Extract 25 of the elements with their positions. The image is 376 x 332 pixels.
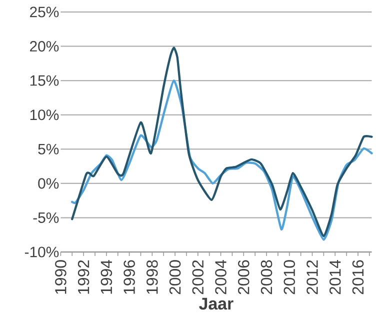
x-tick-label: 1990 <box>55 260 66 294</box>
y-tick-label: 15% <box>30 75 59 86</box>
x-tick-label: 2000 <box>169 260 181 294</box>
x-tick-label: 2014 <box>329 260 341 294</box>
x-tick-label: 2010 <box>284 260 296 294</box>
y-tick-label: 25% <box>30 6 59 18</box>
y-tick-label: -5% <box>33 212 59 223</box>
y-tick-label: 5% <box>38 144 59 154</box>
x-tick-label: 2006 <box>238 260 250 294</box>
x-tick-label: 2002 <box>192 260 204 294</box>
x-axis-title: Jaar <box>199 298 234 310</box>
line-series <box>71 79 373 241</box>
x-tick-label: 2012 <box>306 260 318 294</box>
x-tick-label: 1994 <box>100 260 112 294</box>
x-tick-label: 2004 <box>215 260 226 294</box>
y-tick-label: 20% <box>30 40 59 52</box>
y-tick-label: 10% <box>30 110 59 120</box>
y-tick-label: 0% <box>38 178 59 189</box>
x-tick-label: 1996 <box>124 260 135 294</box>
y-tick-label: -10% <box>24 246 59 258</box>
x-tick-label: 2016 <box>352 260 364 294</box>
x-tick-label: 1998 <box>146 260 158 294</box>
x-tick-label: 1992 <box>78 260 90 294</box>
line-series <box>71 46 373 238</box>
x-tick-label: 2008 <box>260 260 272 294</box>
